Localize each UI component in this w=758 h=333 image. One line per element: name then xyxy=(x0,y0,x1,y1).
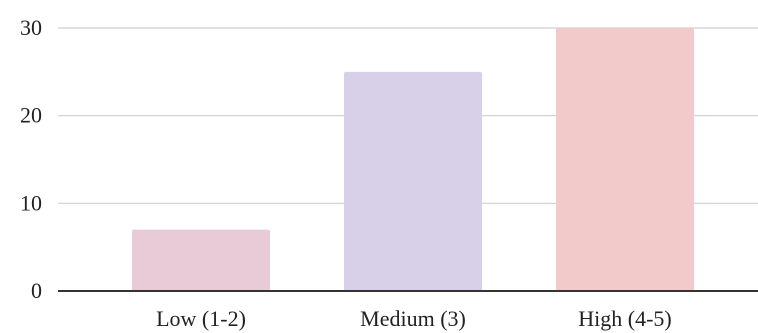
x-category-labels: Low (1-2) Medium (3) High (4-5) xyxy=(156,306,672,331)
y-tick-label-10: 10 xyxy=(20,190,42,215)
bar-1 xyxy=(344,71,482,291)
y-tick-labels: 0 10 20 30 xyxy=(20,15,42,303)
y-tick-label-20: 20 xyxy=(20,103,42,128)
bars xyxy=(132,28,694,291)
bar-2 xyxy=(556,28,694,291)
bar-0 xyxy=(132,229,270,291)
x-category-label-1: Medium (3) xyxy=(360,306,466,331)
y-tick-label-0: 0 xyxy=(31,278,42,303)
x-category-label-2: High (4-5) xyxy=(578,306,671,331)
x-category-label-0: Low (1-2) xyxy=(156,306,246,331)
y-tick-label-30: 30 xyxy=(20,15,42,40)
